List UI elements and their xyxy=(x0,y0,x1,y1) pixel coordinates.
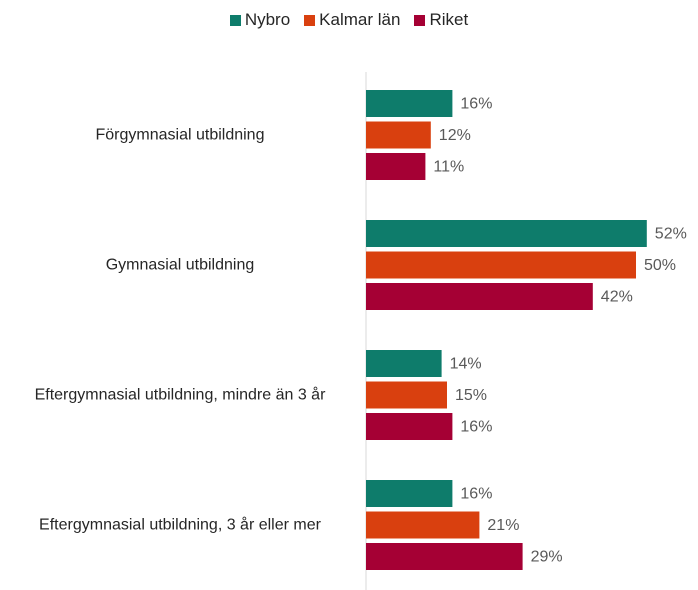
data-label: 11% xyxy=(433,159,464,176)
bar xyxy=(366,350,442,377)
data-label: 16% xyxy=(460,96,492,113)
legend-swatch xyxy=(229,14,241,26)
legend-item: Nybro xyxy=(229,10,291,30)
data-label: 52% xyxy=(655,226,687,243)
category-label: Eftergymnasial utbildning, mindre än 3 å… xyxy=(34,386,326,404)
category-label: Förgymnasial utbildning xyxy=(95,126,265,144)
bar xyxy=(366,220,647,247)
bar xyxy=(366,413,453,440)
data-label: 16% xyxy=(460,486,492,503)
bar xyxy=(366,381,447,409)
data-label: 50% xyxy=(644,257,676,274)
category-label: Eftergymnasial utbildning, 3 år eller me… xyxy=(39,516,321,534)
bar xyxy=(366,121,431,149)
legend-item: Kalmar län xyxy=(304,10,400,30)
data-label: 12% xyxy=(439,127,471,144)
legend-swatch xyxy=(414,14,426,26)
bar xyxy=(366,543,523,570)
bar xyxy=(366,480,453,507)
legend-label: Nybro xyxy=(244,10,291,29)
bar xyxy=(366,153,426,180)
legend-item: Riket xyxy=(414,10,468,30)
data-label: 16% xyxy=(460,419,492,436)
data-label: 14% xyxy=(450,356,482,373)
data-label: 29% xyxy=(531,549,563,566)
bar xyxy=(366,90,453,117)
bar xyxy=(366,511,480,539)
legend-label: Riket xyxy=(429,10,469,29)
category-label: Gymnasial utbildning xyxy=(105,256,255,274)
data-label: 42% xyxy=(601,289,633,306)
legend-swatch xyxy=(304,14,316,26)
bar xyxy=(366,283,593,310)
data-label: 21% xyxy=(487,517,519,534)
legend-label: Kalmar län xyxy=(319,10,401,29)
bar xyxy=(366,251,636,279)
legend: Nybro Kalmar län Riket xyxy=(0,10,698,30)
data-label: 15% xyxy=(455,387,487,404)
